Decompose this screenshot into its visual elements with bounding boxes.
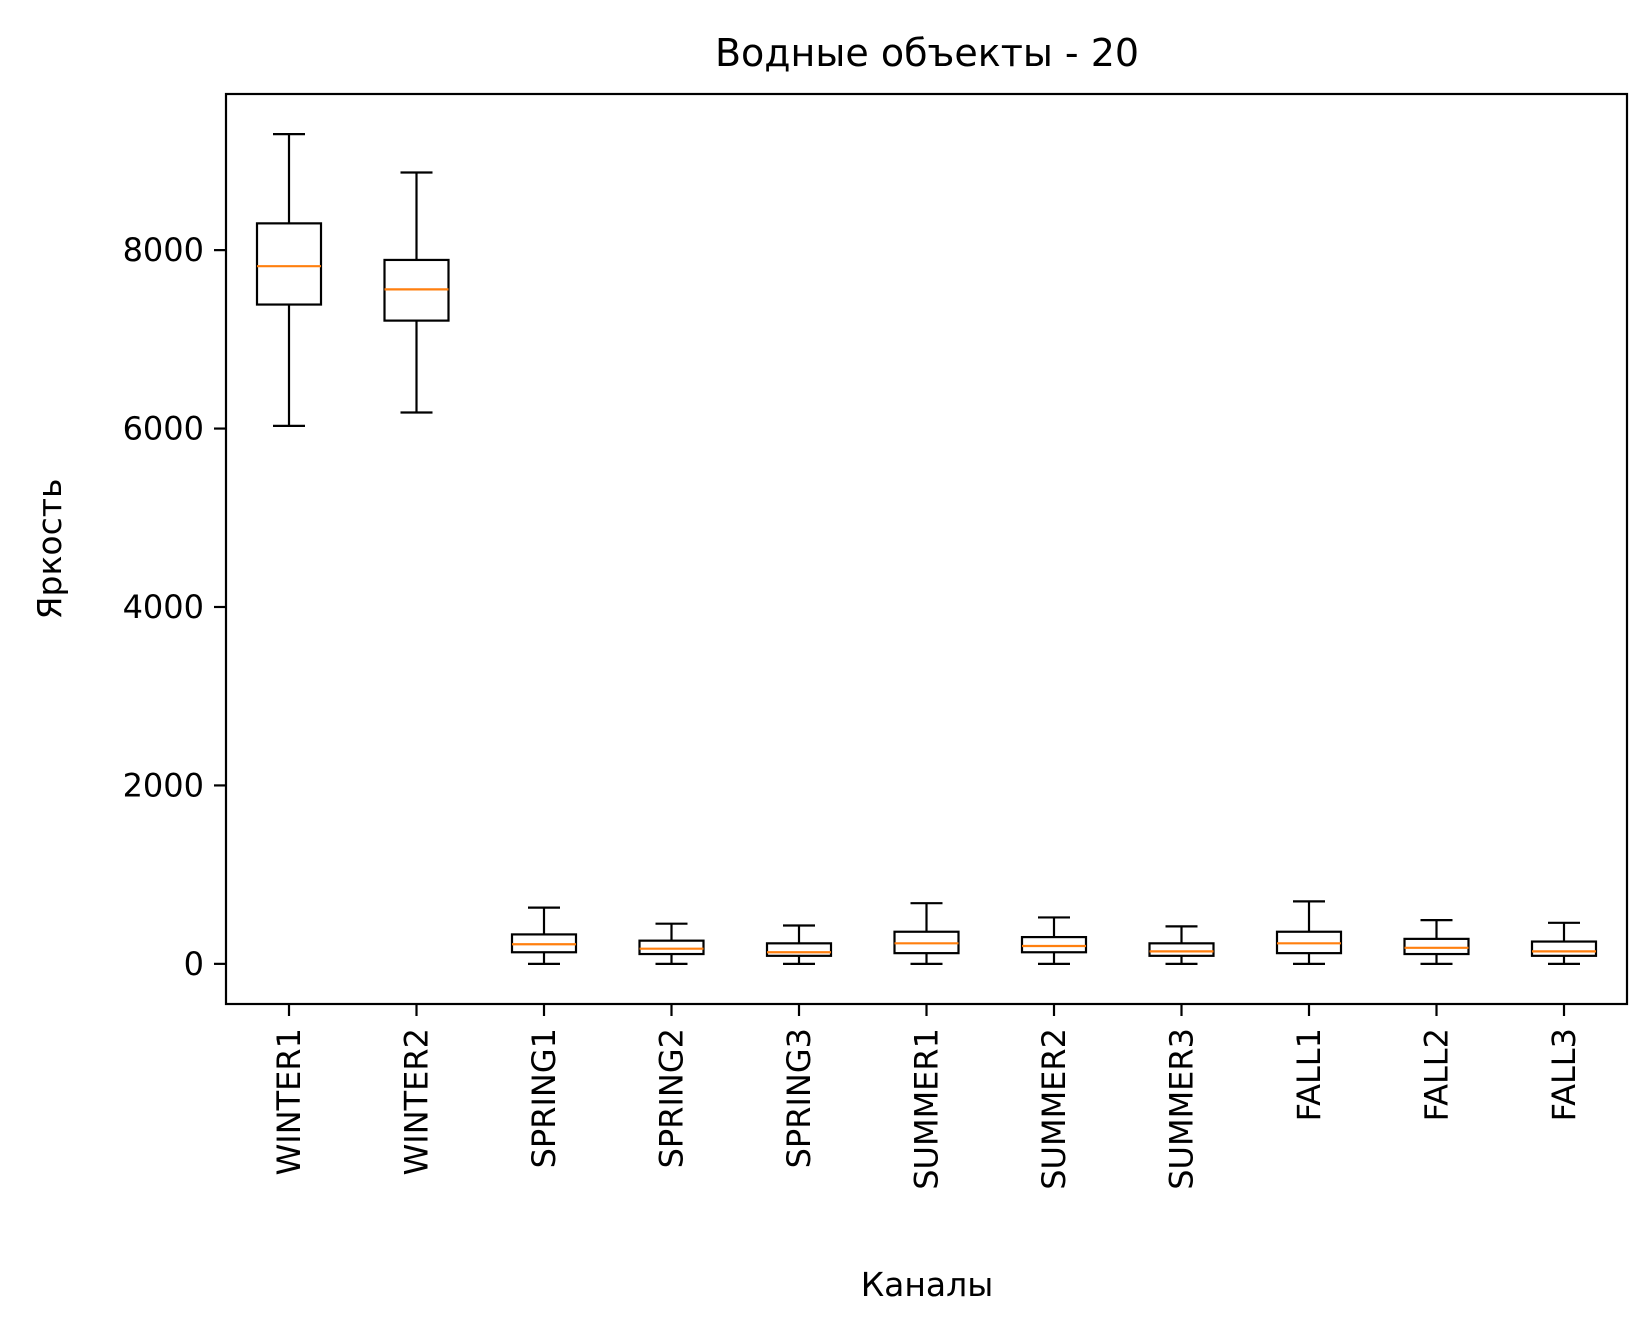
box-spring3 <box>765 924 833 965</box>
x-tick-label: SPRING3 <box>780 1028 818 1168</box>
x-axis: WINTER1 WINTER2 SPRING1 SPRING2 SPRING3 SUMME… <box>270 1004 1583 1190</box>
box-series <box>255 133 1598 965</box>
y-tick-label: 0 <box>184 945 204 983</box>
y-axis: 0 2000 4000 6000 8000 <box>123 231 226 983</box>
x-tick-label: SPRING2 <box>653 1028 691 1168</box>
box-winter2 <box>383 171 450 414</box>
box-summer2 <box>1020 916 1088 965</box>
box-spring2 <box>638 922 705 965</box>
chart-title: Водные объекты - 20 <box>715 31 1139 75</box>
iqr-box <box>638 939 705 956</box>
box-spring1 <box>510 906 578 965</box>
box-fall1 <box>1275 900 1343 965</box>
iqr-box <box>1530 940 1598 957</box>
x-tick-label: SUMMER3 <box>1163 1028 1201 1190</box>
iqr-box <box>1148 942 1215 957</box>
box-summer3 <box>1148 925 1215 965</box>
iqr-box <box>1020 935 1088 954</box>
x-tick-label: SPRING1 <box>525 1028 563 1168</box>
plot-area-frame <box>224 92 1629 1006</box>
x-tick-label: SUMMER1 <box>908 1028 946 1190</box>
box-winter1 <box>255 133 323 427</box>
x-tick-label: WINTER1 <box>270 1028 308 1175</box>
box-fall2 <box>1403 919 1470 965</box>
box-summer1 <box>893 902 960 965</box>
x-tick-label: FALL2 <box>1418 1028 1456 1121</box>
iqr-box <box>1403 937 1470 956</box>
x-tick-label: SUMMER2 <box>1035 1028 1073 1190</box>
y-tick-label: 8000 <box>123 231 204 269</box>
x-axis-label: Каналы <box>861 1265 994 1304</box>
iqr-box <box>765 942 833 957</box>
y-tick-label: 4000 <box>123 588 204 626</box>
x-tick-label: WINTER2 <box>398 1028 436 1175</box>
y-tick-label: 2000 <box>123 766 204 804</box>
y-axis-label: Яркость <box>30 479 69 620</box>
iqr-box <box>255 222 323 306</box>
x-tick-label: FALL1 <box>1290 1028 1328 1121</box>
x-tick-label: FALL3 <box>1545 1028 1583 1121</box>
y-tick-label: 6000 <box>123 410 204 448</box>
box-fall3 <box>1530 921 1598 965</box>
